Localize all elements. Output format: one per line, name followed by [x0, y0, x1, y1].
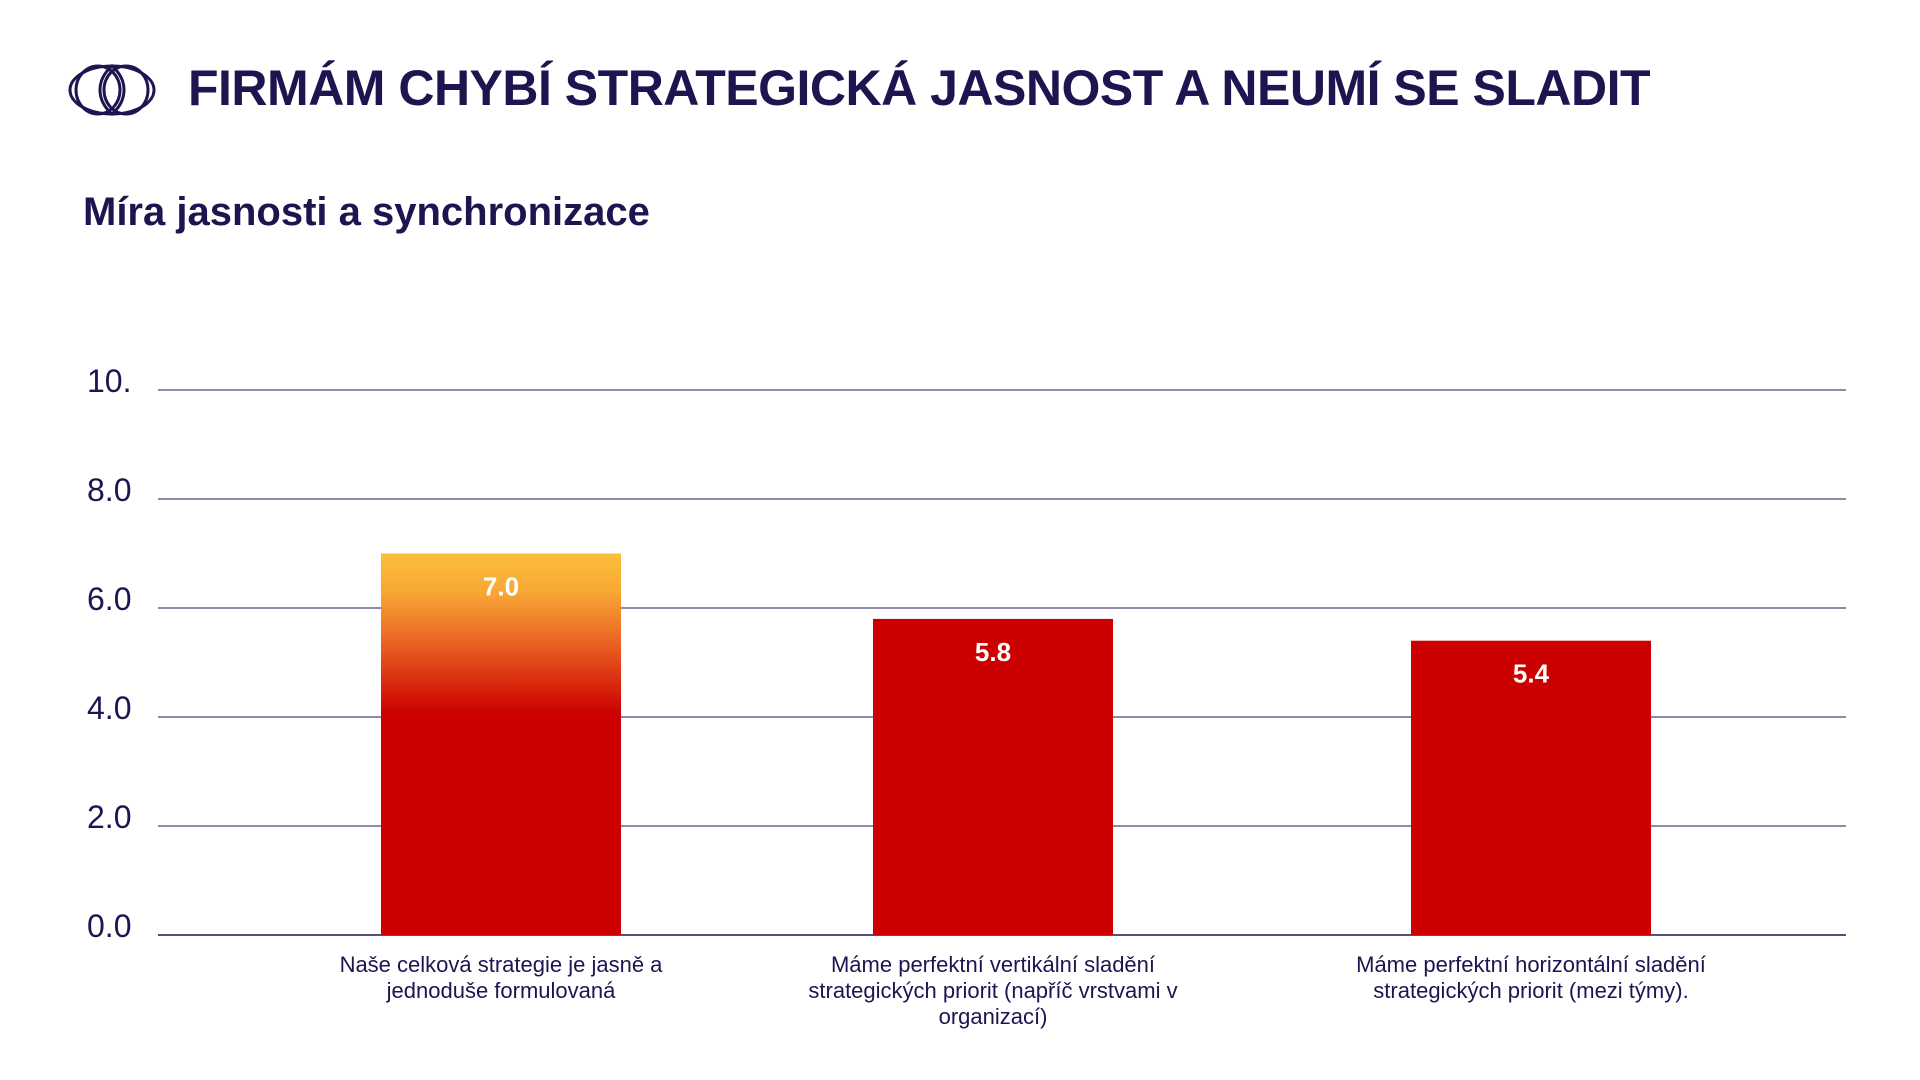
- bar-value-label: 7.0: [483, 572, 519, 602]
- bar: [873, 618, 1113, 935]
- y-tick-label: 2.0: [87, 799, 131, 835]
- y-tick-label: 8.0: [87, 472, 131, 508]
- bar-value-label: 5.4: [1513, 659, 1550, 689]
- bar: [1411, 640, 1651, 935]
- x-category-label: Máme perfektní horizontální sladění stra…: [1356, 952, 1706, 1003]
- y-tick-label: 4.0: [87, 690, 131, 726]
- y-tick-label: 6.0: [87, 581, 131, 617]
- y-tick-label: 10.: [87, 363, 131, 399]
- intertwined-circles-logo-icon: [68, 64, 156, 116]
- bar: [381, 553, 621, 935]
- page-header: FIRMÁM CHYBÍ STRATEGICKÁ JASNOST A NEUMÍ…: [66, 56, 1651, 120]
- y-tick-label: 0.0: [87, 908, 131, 944]
- bar-value-label: 5.8: [975, 637, 1011, 667]
- x-category-label: Naše celková strategie je jasně a jednod…: [339, 952, 663, 1003]
- chart-title: Míra jasnosti a synchronizace: [83, 190, 650, 234]
- x-category-label: Máme perfektní vertikální sladění strate…: [808, 952, 1178, 1029]
- page-title: FIRMÁM CHYBÍ STRATEGICKÁ JASNOST A NEUMÍ…: [188, 60, 1651, 116]
